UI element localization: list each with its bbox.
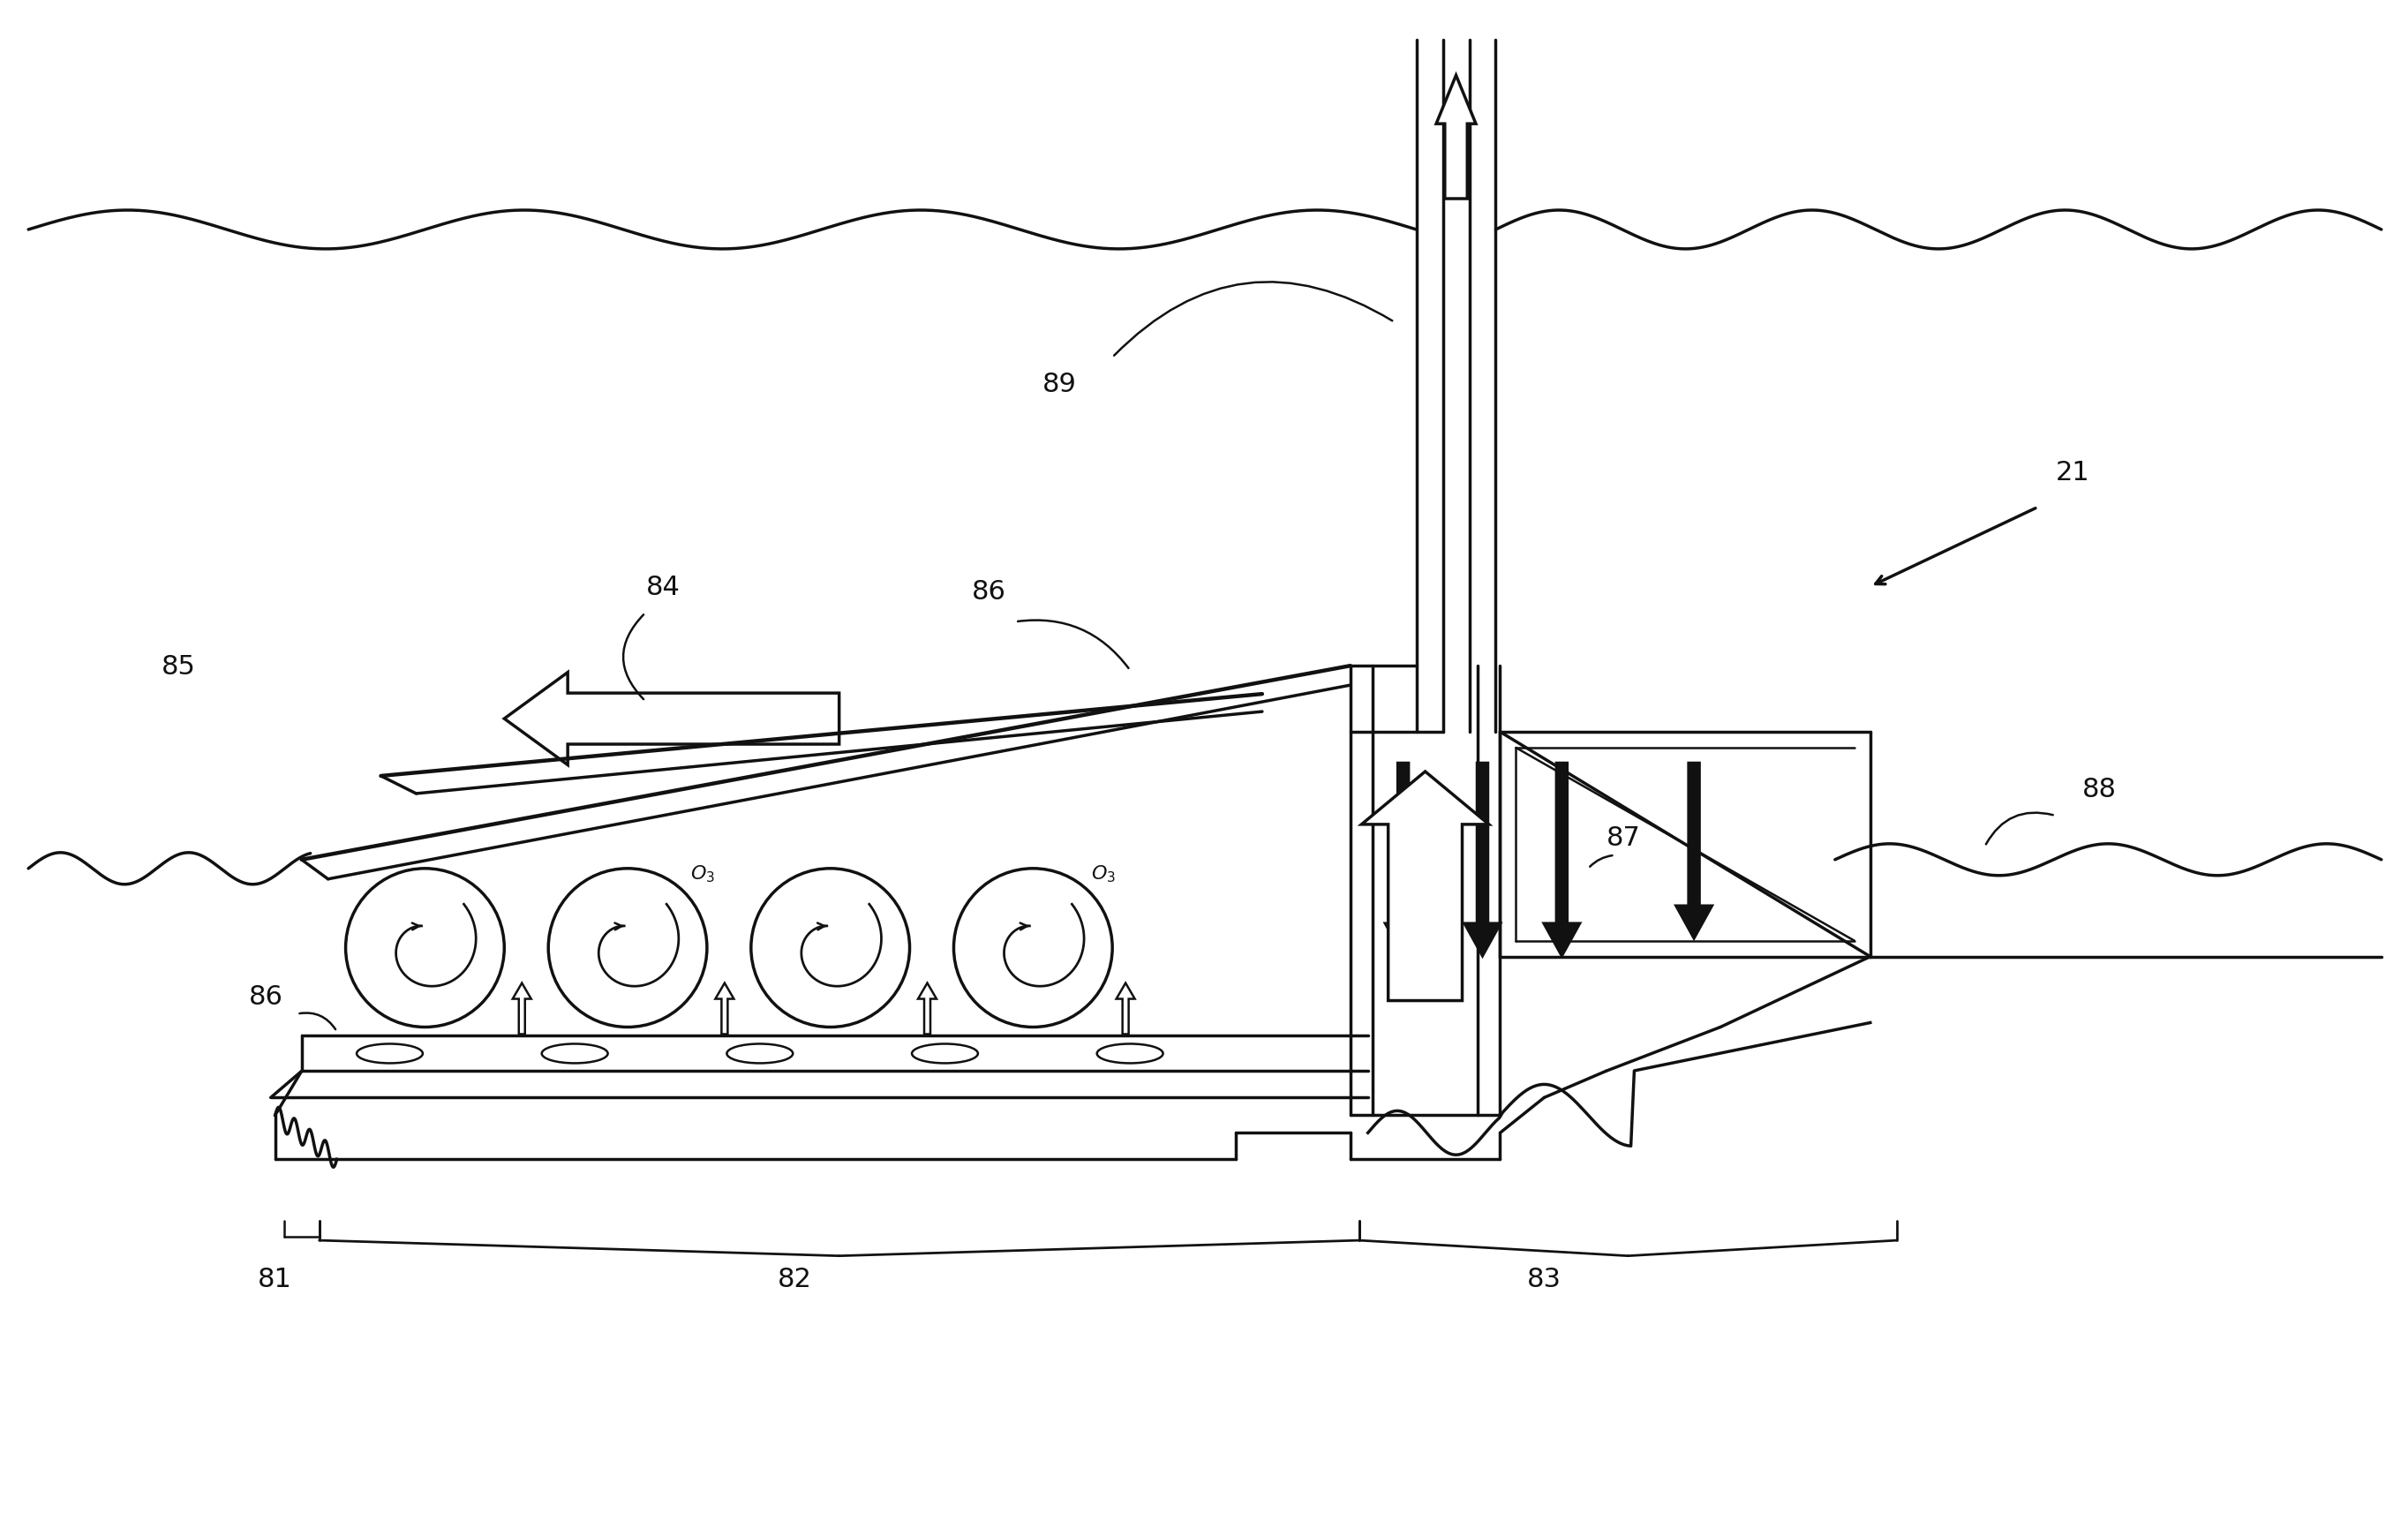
Text: 86: 86 bbox=[973, 578, 1007, 604]
FancyArrow shape bbox=[503, 673, 838, 766]
Text: $O_3$: $O_3$ bbox=[691, 862, 715, 884]
Text: 87: 87 bbox=[1606, 825, 1640, 850]
Text: 81: 81 bbox=[258, 1265, 291, 1291]
Text: 88: 88 bbox=[2083, 776, 2117, 802]
Text: 83: 83 bbox=[1527, 1265, 1560, 1291]
Ellipse shape bbox=[542, 1044, 607, 1064]
FancyArrow shape bbox=[1676, 763, 1712, 940]
FancyArrow shape bbox=[1385, 763, 1421, 956]
FancyArrow shape bbox=[1361, 772, 1488, 1002]
Text: 86: 86 bbox=[248, 983, 284, 1009]
Text: 89: 89 bbox=[1043, 372, 1076, 396]
Circle shape bbox=[954, 868, 1112, 1027]
Text: 85: 85 bbox=[161, 654, 195, 679]
Circle shape bbox=[751, 868, 910, 1027]
Ellipse shape bbox=[1098, 1044, 1163, 1064]
Text: 82: 82 bbox=[778, 1265, 811, 1291]
FancyArrow shape bbox=[513, 983, 532, 1035]
Text: 21: 21 bbox=[2056, 460, 2090, 486]
FancyArrow shape bbox=[917, 983, 937, 1035]
FancyArrow shape bbox=[1435, 76, 1476, 200]
FancyArrow shape bbox=[1117, 983, 1134, 1035]
Text: $O_3$: $O_3$ bbox=[1091, 862, 1115, 884]
FancyArrow shape bbox=[715, 983, 734, 1035]
Ellipse shape bbox=[913, 1044, 978, 1064]
Ellipse shape bbox=[356, 1044, 424, 1064]
FancyArrow shape bbox=[1544, 763, 1580, 956]
Circle shape bbox=[549, 868, 708, 1027]
FancyArrow shape bbox=[1464, 763, 1500, 956]
Ellipse shape bbox=[727, 1044, 792, 1064]
Circle shape bbox=[347, 868, 503, 1027]
Text: 84: 84 bbox=[645, 573, 679, 599]
